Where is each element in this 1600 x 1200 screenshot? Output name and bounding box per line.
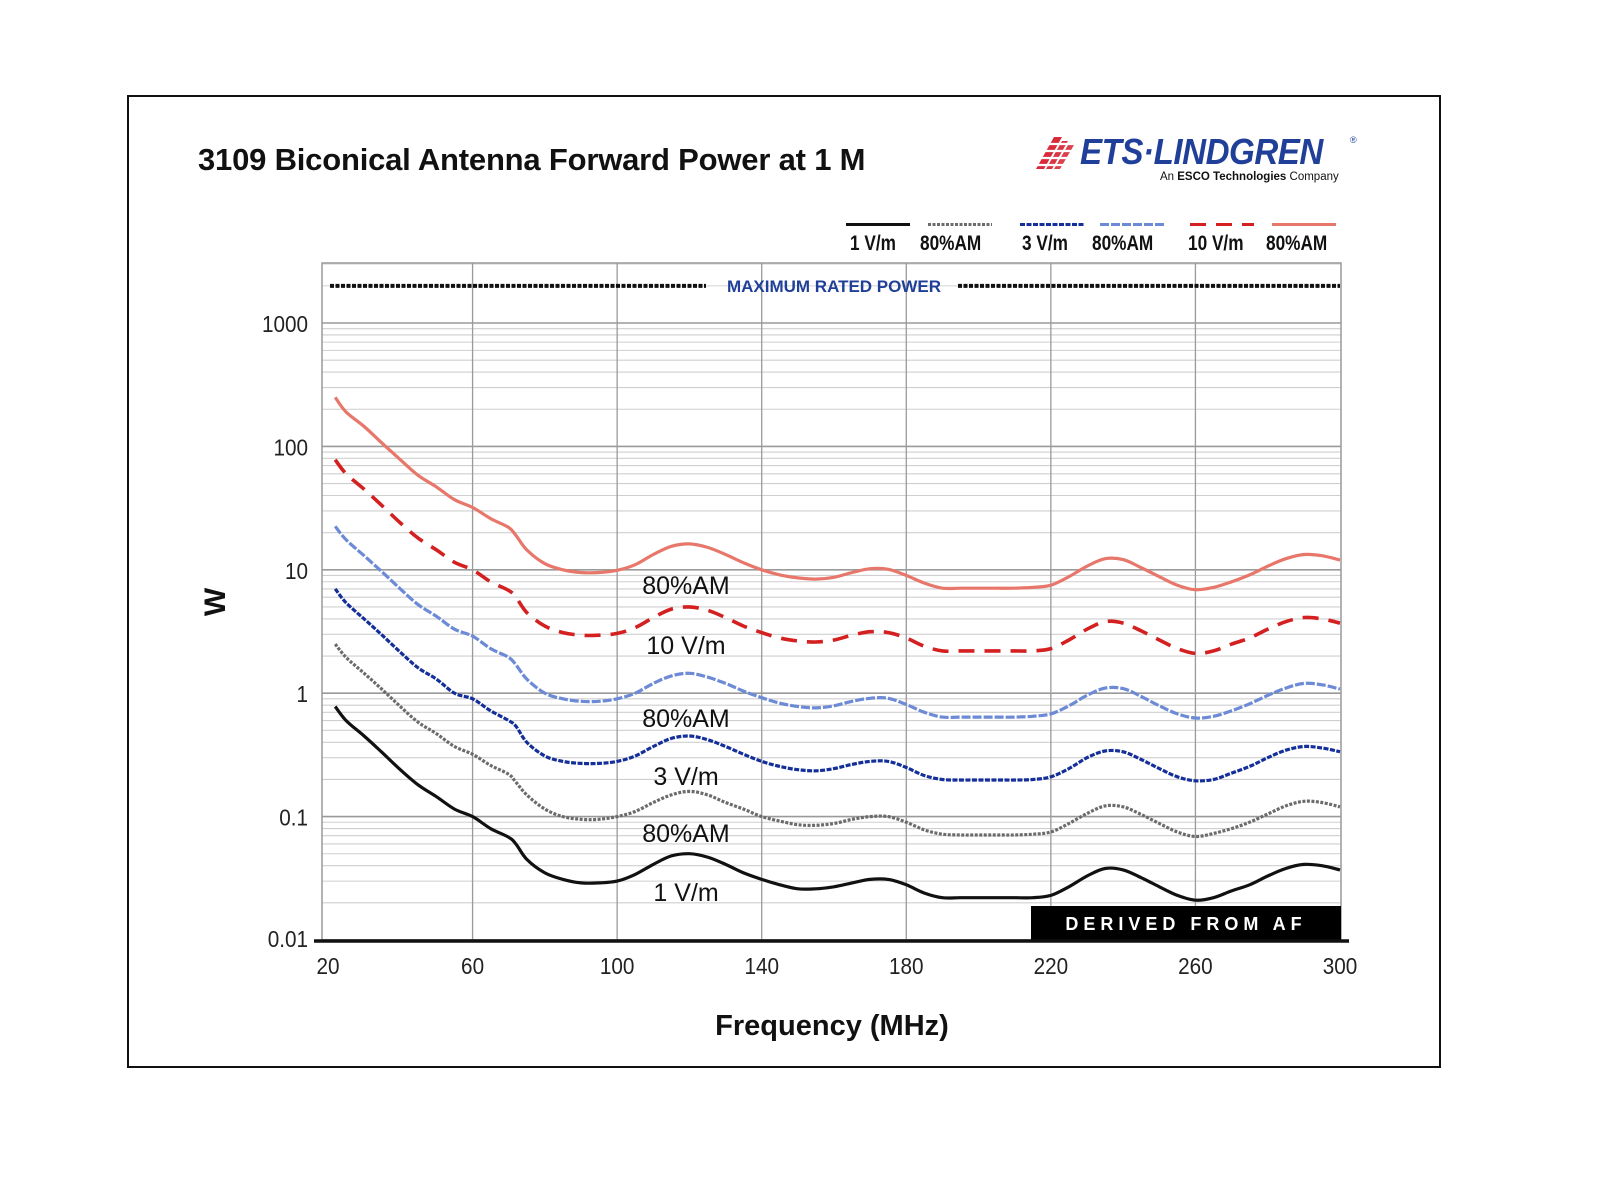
x-tick-label: 300 [1323,953,1358,979]
company-logo: ETS·LINDGREN ® An ESCO Technologies Comp… [1034,131,1364,191]
x-tick-label: 60 [461,953,484,979]
curve-label: 3 V/m [653,763,718,791]
legend-label: 80%AM [1092,232,1154,255]
y-tick-label: 10 [285,558,308,584]
max-rated-power-label: MAXIMUM RATED POWER [727,277,941,296]
series-line [333,525,1341,720]
signal-waves-icon [1034,137,1080,169]
legend-swatch [1020,223,1084,226]
derived-from-af-label: DERIVED FROM AF [1065,914,1306,934]
y-axis-label: W [199,587,232,616]
legend-label: 10 V/m [1188,232,1244,255]
x-tick-labels: 20 60 100 140 180 220 260 300 [316,953,1357,979]
legend-swatch [928,223,992,226]
tagline-suffix: Company [1286,171,1339,183]
y-tick-label: 1000 [262,311,308,337]
curve-label: 80%AM [642,820,730,848]
y-tick-label: 0.01 [268,926,308,952]
legend-swatch [846,223,910,226]
series-line [333,643,1341,839]
curve-label: 1 V/m [653,879,718,907]
legend-label: 1 V/m [850,232,896,255]
x-axis-label: Frequency (MHz) [715,1010,949,1042]
chart-title: 3109 Biconical Antenna Forward Power at … [198,142,866,177]
curve-label: 10 V/m [646,632,725,660]
logo-tagline: An ESCO Technologies Company [1160,171,1339,183]
x-tick-label: 180 [889,953,924,979]
y-tick-labels: 0.01 0.1 1 10 100 1000 [262,311,308,952]
x-tick-label: 140 [744,953,779,979]
x-tick-label: 260 [1178,953,1213,979]
plot-area-border [321,262,1342,941]
series-group [333,396,1341,902]
series-line [333,587,1341,783]
curve-labels: 80%AM 10 V/m 80%AM 3 V/m 80%AM 1 V/m [642,572,730,907]
tagline-company: ESCO Technologies [1177,171,1287,183]
logo-wordmark: ETS·LINDGREN [1080,131,1323,172]
legend-swatch [1272,223,1336,226]
series-line [333,396,1341,592]
series-line [333,458,1341,656]
x-tick-label: 100 [600,953,635,979]
y-tick-label: 0.1 [279,805,308,831]
y-tick-label: 100 [273,434,308,460]
registered-mark: ® [1350,135,1357,145]
y-tick-label: 1 [296,681,308,707]
legend-label: 3 V/m [1022,232,1068,255]
series-line [333,705,1341,902]
legend-swatch [1190,223,1254,226]
chart-legend: 1 V/m 80%AM 3 V/m 80%AM 10 V/m 80%AM [842,212,1352,262]
legend-label: 80%AM [920,232,982,255]
legend-label: 80%AM [1266,232,1328,255]
derived-from-af-badge [1031,906,1341,940]
x-tick-label: 20 [316,953,339,979]
x-tick-label: 220 [1034,953,1069,979]
tagline-prefix: An [1160,171,1178,183]
chart-frame [127,95,1441,1068]
curve-label: 80%AM [642,705,730,733]
curve-label: 80%AM [642,572,730,600]
grid-lines [322,263,1341,941]
